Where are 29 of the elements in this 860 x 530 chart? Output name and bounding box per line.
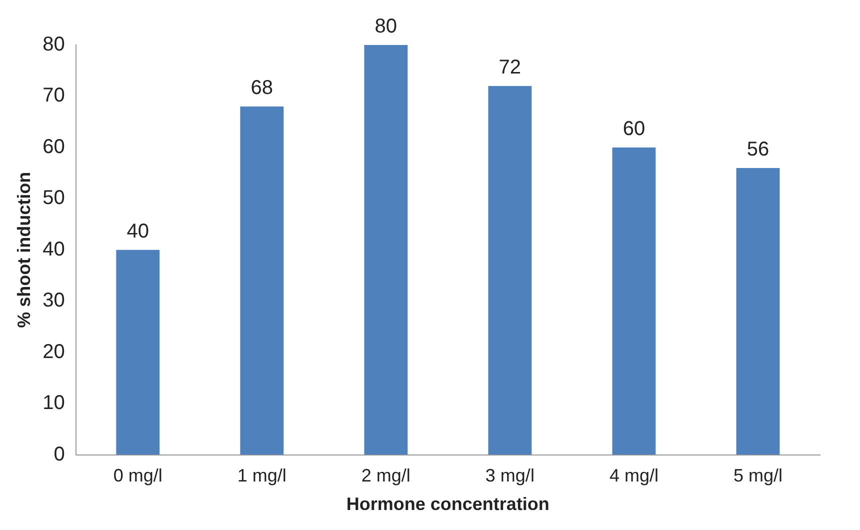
x-axis-title: Hormone concentration [346, 494, 550, 514]
data-label: 60 [622, 118, 646, 140]
bar [116, 250, 160, 455]
y-tick-label: 30 [42, 290, 65, 312]
x-tick-label: 3 mg/l [485, 466, 534, 486]
y-tick-label: 50 [42, 187, 65, 210]
y-tick-label: 10 [42, 392, 65, 414]
x-tick-label: 0 mg/l [113, 466, 162, 486]
y-axis-title: % shoot induction [14, 172, 34, 328]
data-label: 68 [250, 76, 274, 99]
bar [364, 45, 408, 455]
y-tick-label: 20 [42, 340, 65, 363]
bar [736, 168, 780, 455]
data-label: 72 [498, 56, 522, 78]
x-tick-label: 5 mg/l [733, 466, 783, 486]
y-tick-label: 0 [54, 443, 65, 466]
x-tick-label: 1 mg/l [237, 466, 286, 486]
x-tick-label: 2 mg/l [361, 466, 410, 486]
data-label: 80 [374, 16, 398, 38]
bar [488, 86, 532, 455]
data-label: 40 [126, 220, 149, 242]
x-tick-label: 4 mg/l [609, 466, 658, 486]
y-tick-label: 40 [42, 238, 65, 260]
bar [240, 106, 284, 455]
y-tick-label: 60 [42, 136, 65, 158]
data-label: 56 [746, 138, 770, 160]
bar [612, 147, 656, 455]
y-tick-label: 80 [42, 34, 65, 56]
y-tick-label: 70 [42, 84, 65, 107]
